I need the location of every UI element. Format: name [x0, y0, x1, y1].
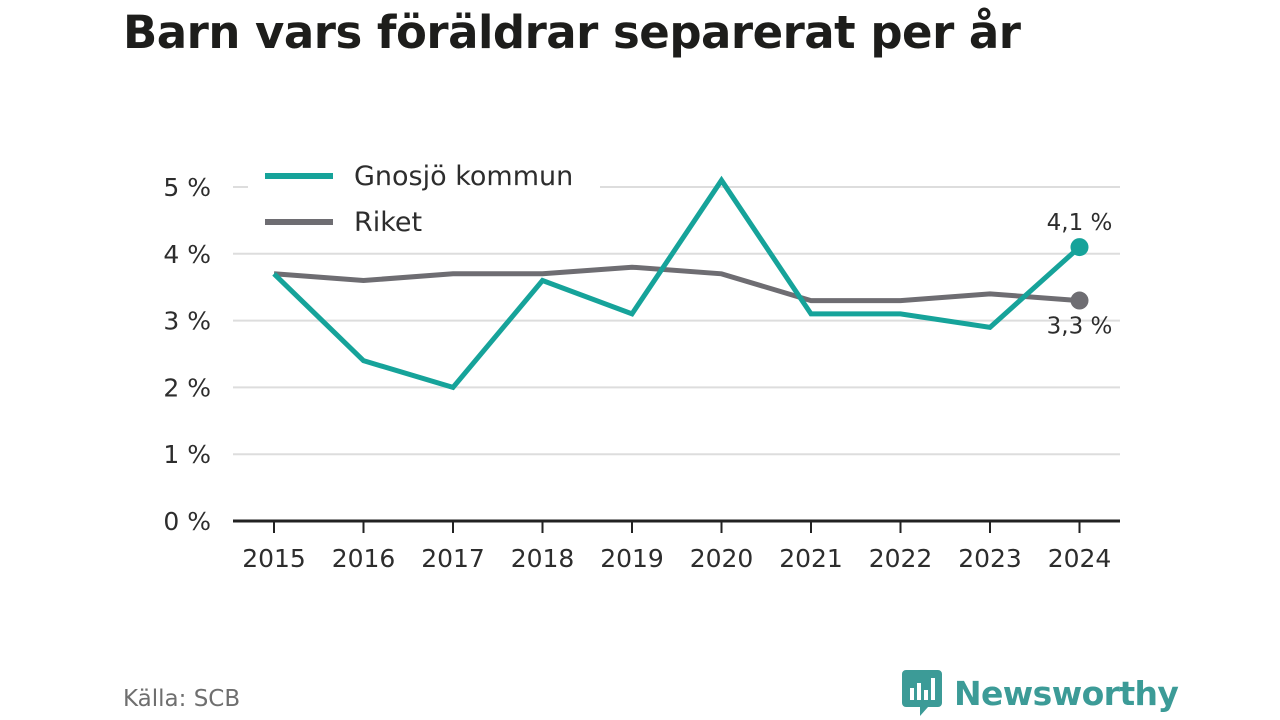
y-tick-label: 3 % [163, 307, 211, 336]
y-tick-label: 2 % [163, 373, 211, 402]
series-line-riket [273, 264, 1080, 304]
brand-name: Newsworthy [954, 673, 1179, 713]
gridlines [233, 186, 1120, 456]
x-tick-label: 2016 [332, 544, 396, 573]
source-note: Källa: SCB [123, 686, 241, 712]
x-tick-label: 2019 [600, 544, 664, 573]
x-tick-label: 2017 [421, 544, 485, 573]
legend-label-riket: Riket [354, 207, 422, 238]
x-tick-label: 2022 [869, 544, 933, 573]
x-axis-ticks: 2015 2016 2017 2018 2019 2020 2021 2022 2023 2024 [242, 521, 1111, 573]
x-tick-label: 2024 [1048, 544, 1112, 573]
x-tick-label: 2023 [958, 544, 1022, 573]
y-tick-label: 5 % [163, 173, 211, 202]
brand-logo: Newsworthy [902, 670, 1179, 716]
end-label-riket: 3,3 % [1047, 314, 1113, 340]
end-point-gnosjo [1070, 238, 1089, 257]
end-point-riket [1070, 291, 1089, 310]
legend-label-gnosjo: Gnosjö kommun [354, 161, 573, 192]
newsworthy-logo-icon [902, 670, 942, 716]
legend-background [248, 152, 600, 242]
chart-title: Barn vars föräldrar separerat per år [123, 6, 1021, 59]
series-line-gnosjo [272, 175, 1082, 391]
y-tick-label: 0 % [163, 507, 211, 536]
series-lines [272, 175, 1082, 391]
x-tick-label: 2021 [779, 544, 843, 573]
x-tick-label: 2015 [242, 544, 306, 573]
x-tick-label: 2020 [690, 544, 754, 573]
y-tick-label: 1 % [163, 440, 211, 469]
end-markers: 4,1 % 3,3 % [1047, 210, 1113, 339]
legend: Gnosjö kommun Riket [248, 152, 600, 242]
x-tick-label: 2018 [511, 544, 575, 573]
y-axis-ticks: 0 % 1 % 2 % 3 % 4 % 5 % [163, 173, 211, 536]
y-tick-label: 4 % [163, 240, 211, 269]
end-label-gnosjo: 4,1 % [1047, 210, 1113, 236]
